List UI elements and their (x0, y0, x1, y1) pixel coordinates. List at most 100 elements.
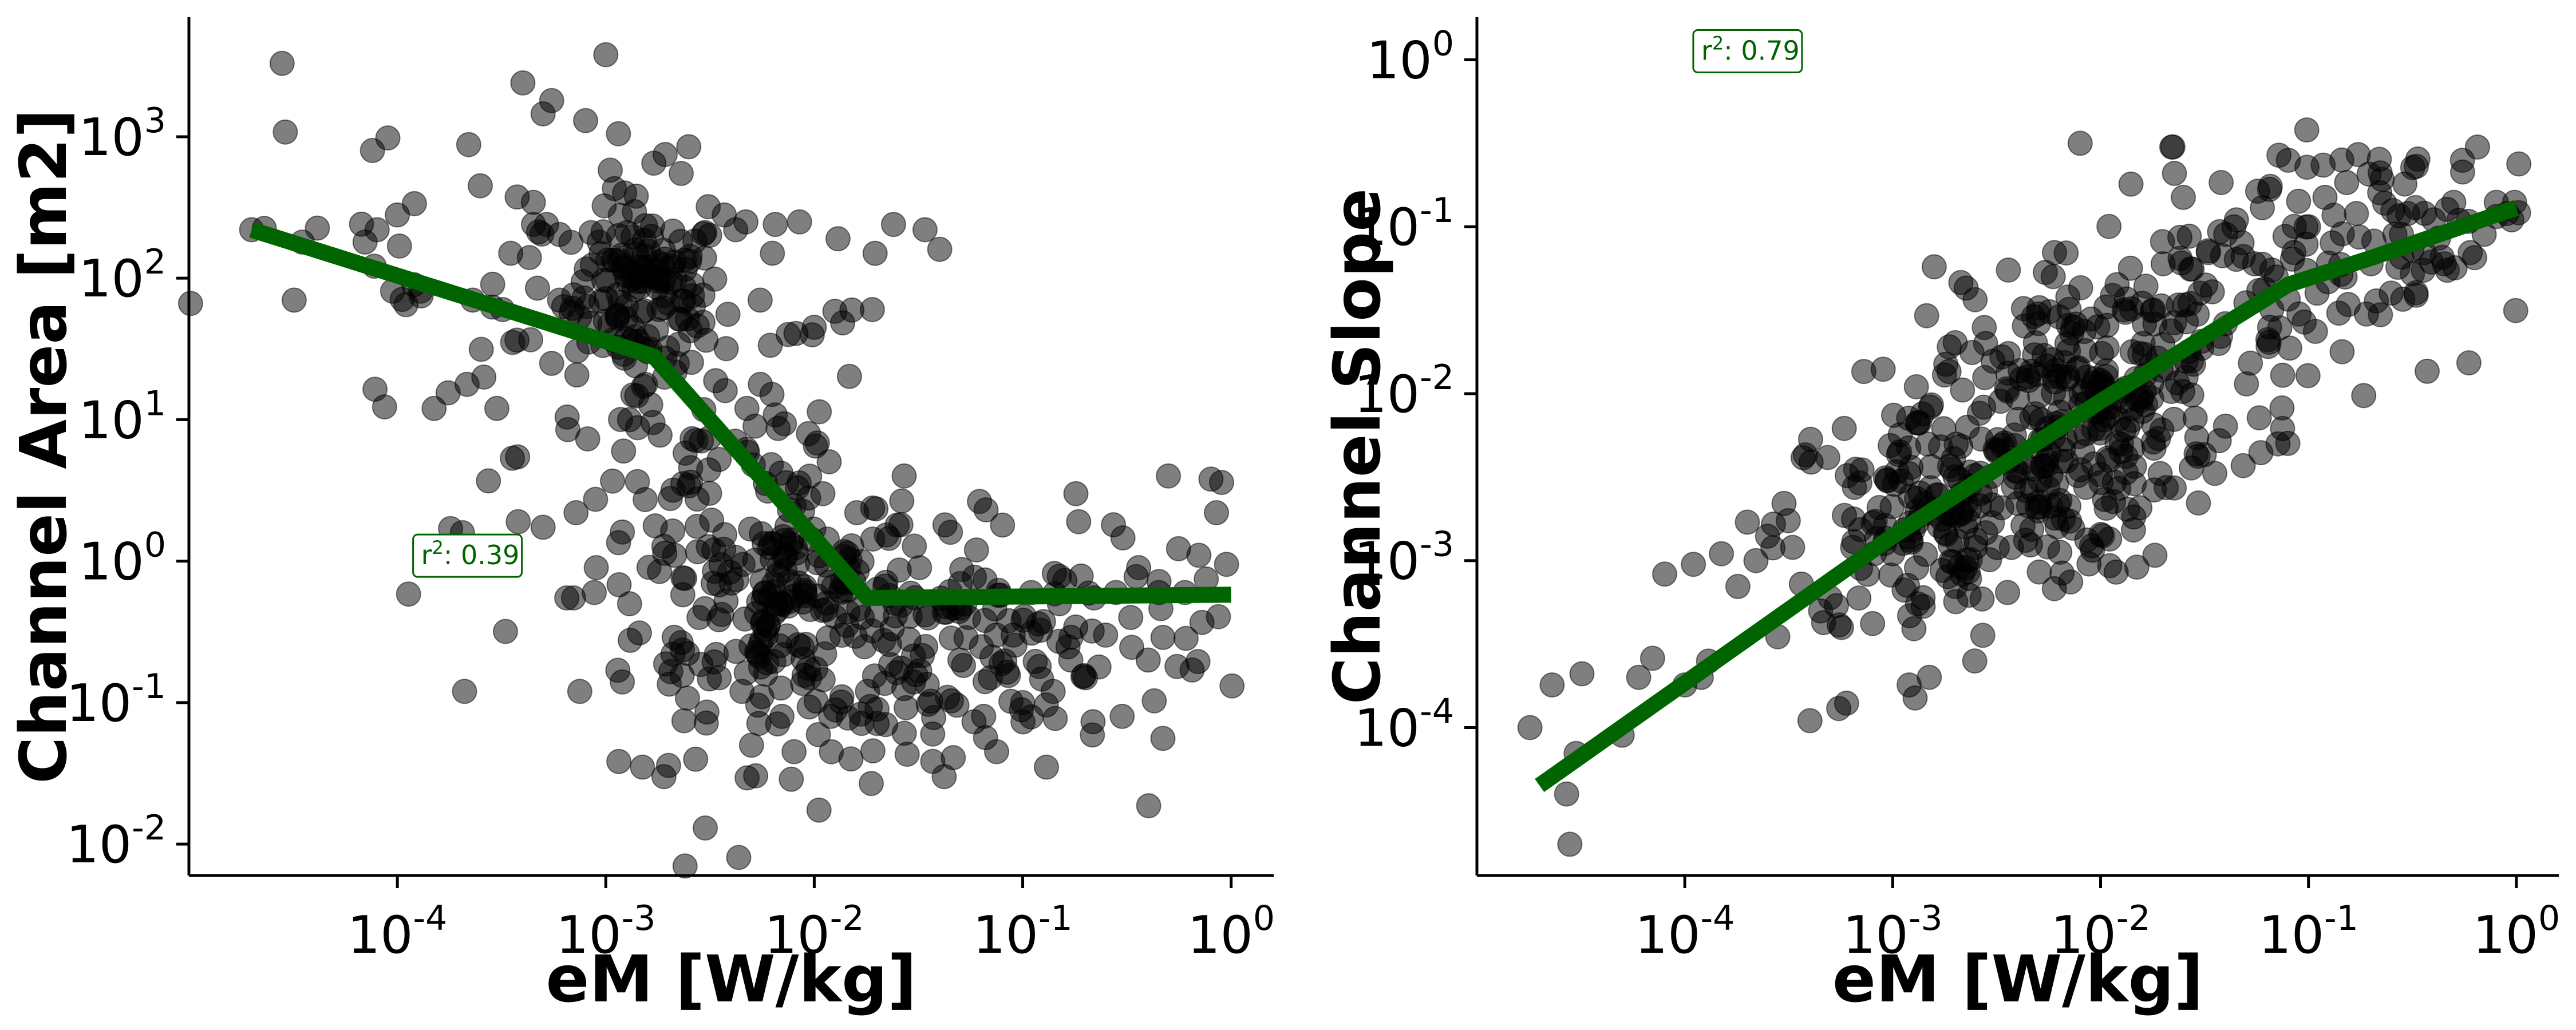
scatter-point (2142, 542, 2168, 568)
scatter-point (2182, 405, 2208, 431)
scatter-point (938, 625, 964, 651)
annotation-text: r2: 0.39 (421, 537, 520, 571)
scatter-point (805, 722, 831, 747)
scatter-point (1971, 315, 1997, 340)
scatter-point (1119, 635, 1144, 660)
scatter-point (790, 671, 816, 696)
scatter-point (693, 815, 718, 841)
scatter-point (2257, 173, 2283, 199)
scatter-point (1681, 552, 1706, 577)
annotation-box (412, 533, 523, 578)
scatter-point (1042, 706, 1068, 731)
scatter-point (1652, 561, 1677, 587)
scatter-point (1206, 604, 1231, 629)
scatter-point (994, 659, 1020, 685)
scatter-point (454, 371, 480, 397)
scatter-point (891, 463, 917, 489)
scatter-point (1029, 666, 1054, 692)
scatter-point (1995, 580, 2020, 605)
scatter-point (2503, 298, 2528, 323)
scatter-point (894, 742, 920, 767)
scatter-point (1150, 726, 1176, 751)
scatter-point (2040, 264, 2066, 290)
scatter-point (647, 422, 673, 448)
scatter-point (591, 193, 617, 219)
scatter-point (674, 640, 700, 666)
scatter-point (2010, 296, 2036, 322)
scatter-point (807, 399, 832, 425)
y-tick-label: 10-4 (1354, 691, 1454, 758)
scatter-point (2400, 154, 2425, 180)
scatter-point (1937, 453, 1962, 479)
scatter-point (2113, 286, 2139, 312)
scatter-point (912, 217, 938, 243)
scatter-point (2171, 184, 2196, 210)
scatter-point (2038, 493, 2064, 519)
scatter-point (269, 50, 295, 76)
scatter-point (2266, 142, 2292, 168)
scatter-point (860, 495, 886, 521)
scatter-point (1989, 495, 2014, 521)
scatter-point (1554, 781, 1579, 807)
scatter-point (2026, 559, 2052, 585)
scatter-point (554, 404, 580, 430)
x-tick-label: 10-3 (556, 898, 655, 965)
scatter-point (359, 138, 385, 163)
scatter-point (2179, 455, 2204, 481)
scatter-point (671, 275, 697, 300)
scatter-point (963, 537, 989, 563)
scatter-point (2415, 358, 2440, 384)
scatter-point (803, 688, 829, 714)
scatter-point (1775, 508, 1801, 533)
scatter-point (1725, 573, 1751, 599)
scatter-point (697, 666, 722, 692)
scatter-point (825, 226, 851, 252)
y-tick-label: 103 (78, 101, 166, 168)
x-axis-label: eM [W/kg] (546, 942, 917, 1017)
scatter-point (1936, 359, 1962, 385)
scatter-point (1173, 625, 1199, 651)
scatter-point (605, 305, 630, 331)
scatter-point (1798, 449, 1824, 475)
scatter-point (715, 302, 741, 327)
scatter-point (1996, 258, 2021, 283)
scatter-point (2202, 461, 2227, 486)
scatter-point (2286, 188, 2312, 214)
scatter-point (630, 754, 655, 780)
scatter-point (2067, 130, 2093, 156)
r-squared-annotation: r2: 0.79 (1692, 29, 1803, 73)
scatter-point (670, 582, 696, 608)
scatter-point (1760, 535, 1786, 561)
scatter-point (2029, 453, 2055, 479)
y-tick-label: 100 (78, 525, 166, 592)
scatter-point (941, 745, 966, 770)
scatter-point (2270, 415, 2296, 441)
scatter-point (747, 287, 773, 313)
scatter-point (848, 702, 874, 727)
scatter-point (2117, 255, 2143, 281)
annotation-text: r2: 0.79 (1701, 32, 1800, 66)
scatter-point (2238, 350, 2263, 376)
scatter-point (1959, 340, 1985, 365)
scatter-point (683, 746, 709, 772)
scatter-point (625, 469, 650, 494)
y-tick-label: 100 (1366, 23, 1454, 90)
scatter-point (678, 469, 704, 495)
scatter-point (951, 653, 977, 678)
scatter-point (1569, 661, 1595, 687)
scatter-point (932, 512, 958, 538)
scatter-point (2329, 339, 2355, 365)
x-tick-label: 10-1 (2259, 898, 2358, 965)
scatter-point (611, 438, 637, 464)
scatter-point (1970, 623, 1996, 648)
scatter-point (1921, 254, 1947, 280)
scatter-point (657, 671, 682, 697)
scatter-point (927, 236, 953, 262)
scatter-point (787, 209, 812, 235)
x-tick-label: 10-4 (1635, 898, 1735, 965)
scatter-point (1831, 415, 1857, 441)
scatter-point (1136, 793, 1161, 819)
scatter-point (1967, 401, 1992, 426)
scatter-point (2195, 238, 2221, 264)
